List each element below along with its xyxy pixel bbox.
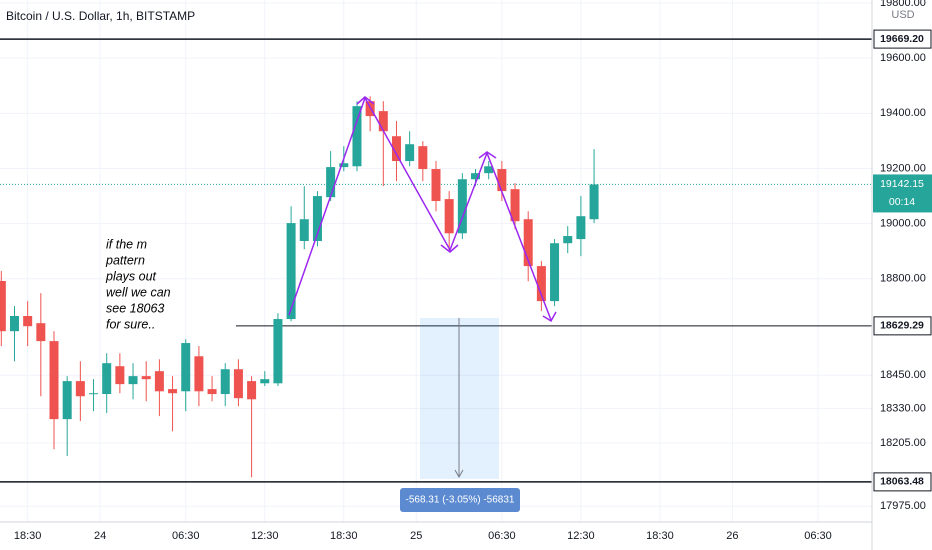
candle-body: [312, 196, 322, 242]
annotation-line: plays out: [105, 269, 157, 283]
candle-body: [194, 356, 204, 392]
chart-title: Bitcoin / U.S. Dollar, 1h, BITSTAMP: [6, 9, 195, 23]
m-pattern-drawing: [288, 96, 552, 321]
y-tick-label: 19800.00: [880, 0, 926, 9]
x-tick-label: 12:30: [251, 530, 279, 542]
measure-arrow-head: [454, 469, 464, 479]
candle-body: [102, 363, 112, 395]
candle-body: [75, 381, 85, 397]
price-line-label: 18063.48: [880, 476, 924, 488]
candle-body: [115, 366, 125, 385]
price-line-label: 18629.29: [880, 320, 924, 332]
candle-body: [418, 146, 428, 170]
x-tick-label: 18:30: [14, 530, 42, 542]
x-tick-label: 18:30: [646, 530, 674, 542]
candle-body: [471, 173, 481, 180]
x-tick-label: 06:30: [172, 530, 200, 542]
candle-body: [286, 223, 296, 320]
candle-body: [299, 219, 309, 242]
price-line-label-box: [873, 29, 932, 49]
candle-body: [233, 369, 243, 399]
annotation-line: pattern: [105, 253, 145, 267]
measure-label-box: [400, 488, 520, 512]
x-tick-label: 18:30: [330, 530, 358, 542]
y-tick-label: 18800.00: [880, 273, 926, 285]
candle-body: [589, 184, 599, 220]
annotation: if the m pattern plays out well we can see 1…: [105, 237, 171, 331]
candle-body: [352, 106, 362, 167]
candle-body: [141, 376, 151, 380]
candle-body: [181, 343, 191, 392]
annotation-line: for sure..: [106, 317, 155, 331]
candle-body: [431, 169, 441, 202]
x-tick-label: 26: [726, 530, 738, 542]
y-tick-label: 19000.00: [880, 218, 926, 230]
y-tick-label: 19400.00: [880, 107, 926, 119]
candle-body: [49, 341, 59, 420]
annotation-line: well we can: [106, 285, 171, 299]
candle-body: [339, 163, 349, 168]
candle-body: [378, 111, 388, 132]
axes: 19800.00 19600.00 19400.00 19200.00 19000.00…: [14, 0, 932, 542]
x-tick-label: 06:30: [804, 530, 832, 542]
candle-body: [62, 381, 72, 420]
candle-body: [36, 323, 46, 342]
candle-body: [168, 389, 178, 394]
y-tick-label: 18330.00: [880, 402, 926, 414]
candle-body: [484, 166, 494, 174]
y-tick-label: 19200.00: [880, 162, 926, 174]
candle-body: [536, 266, 546, 302]
countdown: 00:14: [889, 196, 915, 208]
candle-body: [207, 389, 217, 395]
x-tick-label: 25: [410, 530, 422, 542]
candle-body: [247, 381, 257, 400]
candle-body: [260, 379, 270, 384]
candle-body: [273, 319, 283, 384]
candle-body: [497, 169, 507, 192]
last-price-box: [873, 174, 932, 213]
x-tick-label: 12:30: [567, 530, 595, 542]
candle-body: [0, 280, 6, 332]
currency: USD: [891, 9, 914, 21]
m-pattern-arrows: [356, 96, 557, 323]
annotation-line: if the m: [106, 237, 147, 251]
candle-body: [154, 371, 164, 392]
last-price-label: 19142.15: [880, 178, 924, 190]
candle-body: [510, 189, 520, 222]
annotation-line: see 18063: [106, 301, 164, 315]
y-tick-label: 17975.00: [880, 500, 926, 512]
price-line-label: 19669.20: [880, 33, 924, 45]
candle-body: [550, 243, 560, 302]
candles: [0, 96, 599, 478]
candle-body: [220, 369, 230, 395]
measure-label: -568.31 (-3.05%) -56831: [406, 495, 515, 506]
candle-body: [405, 144, 415, 162]
candle-body: [9, 316, 19, 332]
y-tick-label: 19600.00: [880, 52, 926, 64]
candle-body: [444, 199, 454, 234]
x-tick-label: 06:30: [488, 530, 516, 542]
y-tick-label: 18205.00: [880, 437, 926, 449]
candle-body: [576, 216, 586, 240]
candle-body: [391, 136, 401, 162]
candle-body: [89, 393, 99, 395]
candle-body: [23, 316, 33, 327]
price-line-label-box: [873, 472, 932, 492]
candle-body: [457, 179, 467, 234]
price-line-label-box: [873, 316, 932, 336]
price-lines: [0, 38, 872, 483]
y-tick-label: 18450.00: [880, 369, 926, 381]
candle-body: [563, 236, 573, 244]
x-tick-label: 24: [94, 530, 106, 542]
candle-body: [128, 376, 138, 385]
candle-body: [523, 219, 533, 267]
candle-body: [326, 167, 336, 198]
